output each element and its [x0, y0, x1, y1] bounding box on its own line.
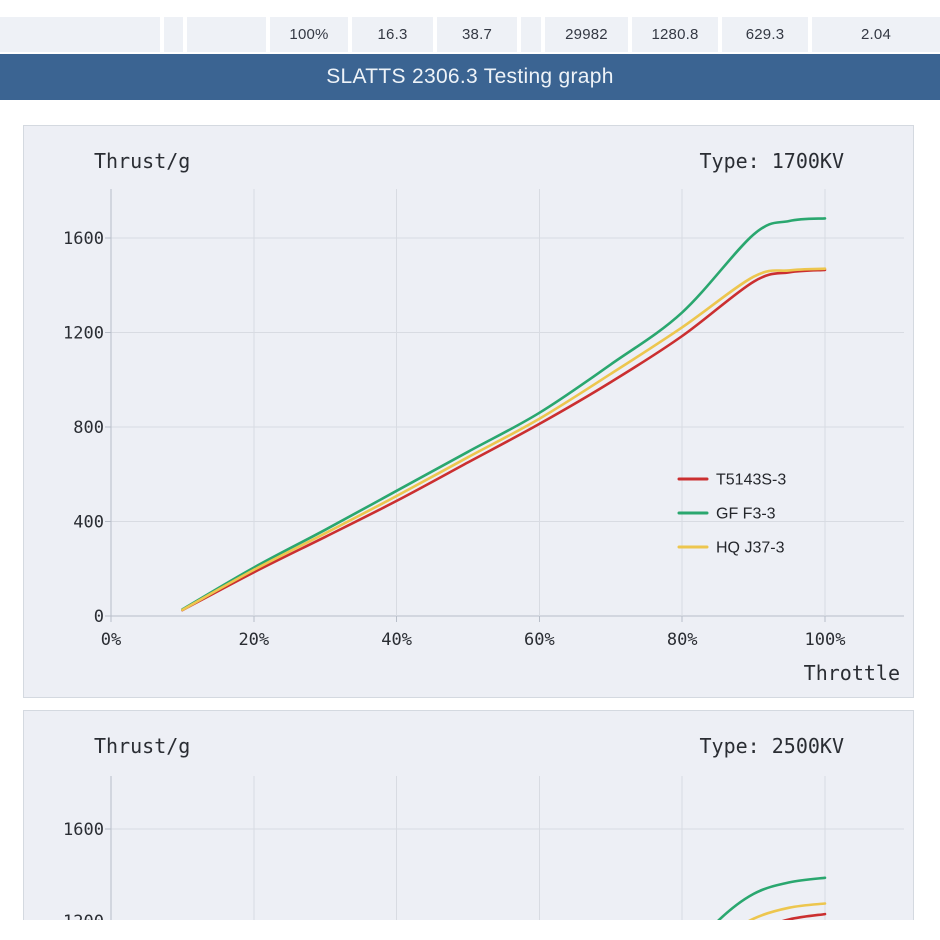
x-tick-label: 80% [667, 630, 698, 650]
table-cell-6 [521, 17, 541, 52]
y-tick-label: 1200 [63, 324, 104, 344]
series-line-T5143S-3 [181, 268, 827, 612]
table-cell-4: 16.3 [352, 17, 433, 52]
chart-title: Thrust/g [94, 734, 190, 758]
series-line-T5143S-3 [781, 912, 827, 920]
chart-panel-2500kv: 1600 1200 Thrust/g Type: 2500KV [23, 710, 914, 920]
y-tick-label: 400 [73, 513, 104, 533]
table-cell-8: 1280.8 [632, 17, 718, 52]
data-table-row: 100% 16.3 38.7 29982 1280.8 629.3 2.04 [0, 17, 940, 52]
table-cell-0 [0, 17, 160, 52]
legend-label-HQ J37-3: HQ J37-3 [716, 540, 785, 557]
table-cell-5: 38.7 [437, 17, 517, 52]
motor-type-label: Type: 1700KV [700, 149, 845, 173]
table-cell-2 [187, 17, 266, 52]
thrust-chart-1700kv: 0 400 800 1200 1600 0% 20% 40% 60% 80% 100% Thrust/… [63, 149, 904, 685]
x-tick-label: 40% [381, 630, 412, 650]
series-line-HQ J37-3 [748, 902, 827, 920]
y-tick-label: 1200 [63, 912, 104, 920]
x-tick-label: 100% [805, 630, 846, 650]
x-tick-label: 20% [238, 630, 269, 650]
x-tick-label: 0% [101, 630, 121, 650]
series-line-GF F3-3 [717, 876, 827, 920]
y-tick-label: 1600 [63, 229, 104, 249]
x-axis-title: Throttle [804, 661, 900, 685]
chart-title: Thrust/g [94, 149, 190, 173]
chart-panel-1700kv: 0 400 800 1200 1600 0% 20% 40% 60% 80% 100% Thrust/… [23, 125, 914, 698]
x-tick-label: 60% [524, 630, 555, 650]
table-cell-3: 100% [270, 17, 348, 52]
y-tick-label: 0 [94, 607, 104, 627]
motor-type-label: Type: 2500KV [700, 734, 845, 758]
series-line-GF F3-3 [181, 217, 827, 611]
y-tick-label: 800 [73, 418, 104, 438]
legend-label-T5143S-3: T5143S-3 [716, 472, 786, 489]
table-cell-7: 29982 [545, 17, 628, 52]
series-line-HQ J37-3 [181, 267, 827, 612]
table-cell-10: 2.04 [812, 17, 940, 52]
table-cell-9: 629.3 [722, 17, 808, 52]
table-cell-1 [164, 17, 183, 52]
y-tick-label: 1600 [63, 820, 104, 840]
thrust-chart-2500kv: 1600 1200 Thrust/g Type: 2500KV [63, 734, 904, 920]
page-header-bar: SLATTS 2306.3 Testing graph [0, 54, 940, 100]
page-title: SLATTS 2306.3 Testing graph [326, 65, 614, 88]
legend-label-GF F3-3: GF F3-3 [716, 506, 776, 523]
